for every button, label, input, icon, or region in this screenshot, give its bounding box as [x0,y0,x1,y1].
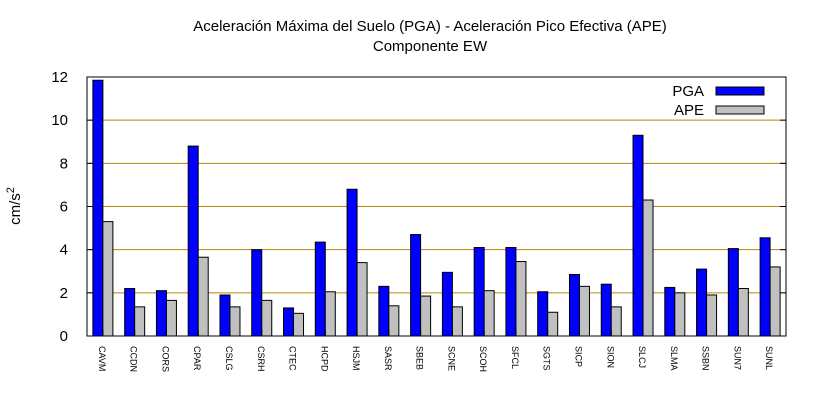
bar-pga-sfcl [505,247,517,337]
x-tick-label-slcj: SLCJ [637,346,647,368]
bar-ape-scne [451,306,463,337]
x-tick-label-sun7: SUN7 [732,346,742,370]
bar-pga-ctec [283,307,295,337]
bar-ape-cslg [229,306,241,337]
legend-swatch-ape [715,105,765,115]
bar-ape-ctec [293,312,305,337]
bar-pga-cavm [92,79,104,337]
x-tick-label-slma: SLMA [669,346,679,371]
x-tick-label-hsjm: HSJM [351,346,361,371]
y-axis-label-exponent: 2 [5,187,17,193]
y-axis-label: cm/s2 [5,187,24,225]
bar-ape-cors [165,299,177,337]
legend: PGA APE [672,83,765,119]
bar-pga-scne [441,271,453,337]
y-tick-label: 2 [60,285,68,302]
x-tick-label-cavm: CAVM [97,346,107,371]
bar-ape-ccdn [134,306,146,337]
bar-pga-ssbn [696,268,708,337]
bar-pga-sbeb [410,234,422,337]
x-tick-label-sasr: SASR [383,346,393,371]
x-tick-label-sbeb: SBEB [415,346,425,370]
bar-ape-sun7 [737,288,749,337]
bar-ape-csrh [261,299,273,337]
y-tick-label: 0 [60,328,68,345]
x-tick-label-sicp: SICP [573,346,583,367]
bar-pga-sasr [378,285,390,337]
y-tick-label: 12 [51,69,68,86]
bar-ape-hsjm [356,262,368,337]
bar-pga-scoh [473,247,485,337]
legend-label-ape: APE [674,102,704,119]
bar-ape-sfcl [515,261,527,337]
legend-swatch-pga [715,86,765,96]
bar-ape-sunl [769,266,781,337]
bar-ape-sion [610,306,622,337]
x-tick-label-sgts: SGTS [542,346,552,371]
x-tick-label-sunl: SUNL [764,346,774,370]
bar-pga-hsjm [346,188,358,337]
bar-ape-cpar [197,256,209,337]
legend-label-pga: PGA [672,83,704,100]
x-tick-label-cors: CORS [160,346,170,372]
x-tick-label-ssbn: SSBN [701,346,711,371]
y-axis-label-unit: cm/s [7,193,24,225]
bar-ape-slma [674,292,686,337]
y-axis-ticks: 0 2 4 6 8 10 12 [51,69,786,345]
x-tick-label-scne: SCNE [446,346,456,371]
bar-ape-sicp [578,285,590,337]
bar-pga-sion [600,283,612,337]
chart-subtitle: Componente EW [373,38,488,55]
x-tick-label-ctec: CTEC [288,346,298,371]
x-tick-label-cpar: CPAR [192,346,202,371]
y-tick-label: 10 [51,112,68,129]
y-tick-label: 6 [60,199,68,216]
bar-ape-sgts [547,311,559,337]
bar-ape-sasr [388,305,400,337]
bar-pga-ccdn [124,288,136,337]
bar-pga-cpar [187,145,199,337]
x-tick-label-sion: SION [605,346,615,368]
bar-pga-sun7 [727,248,739,337]
bar-ape-sbeb [420,295,432,337]
x-tick-label-ccdn: CCDN [129,346,139,372]
bar-pga-cors [155,290,167,337]
bar-pga-sgts [537,291,549,337]
bar-pga-sunl [759,237,771,337]
bar-ape-ssbn [706,294,718,337]
bar-pga-slcj [632,134,644,337]
bar-ape-hcpd [324,291,336,337]
chart-title: Aceleración Máxima del Suelo (PGA) - Ace… [193,18,667,35]
bar-ape-scoh [483,290,495,337]
y-tick-label: 4 [60,242,68,259]
bar-pga-cslg [219,294,231,337]
bar-pga-csrh [251,249,263,337]
bar-pga-slma [664,286,676,337]
bar-pga-hcpd [314,241,326,337]
bar-ape-cavm [102,221,114,337]
x-axis-ticks: CAVM CCDN CORS CPAR CSLG CSRH CTEC HCPD HSJM SASR… [97,330,774,372]
bar-pga-sicp [568,273,580,337]
x-tick-label-csrh: CSRH [256,346,266,372]
y-tick-label: 8 [60,155,68,172]
x-tick-label-sfcl: SFCL [510,346,520,369]
x-tick-label-cslg: CSLG [224,346,234,371]
x-tick-label-hcpd: HCPD [319,346,329,372]
bar-ape-slcj [642,199,654,337]
bars [92,79,781,337]
x-tick-label-scoh: SCOH [478,346,488,372]
